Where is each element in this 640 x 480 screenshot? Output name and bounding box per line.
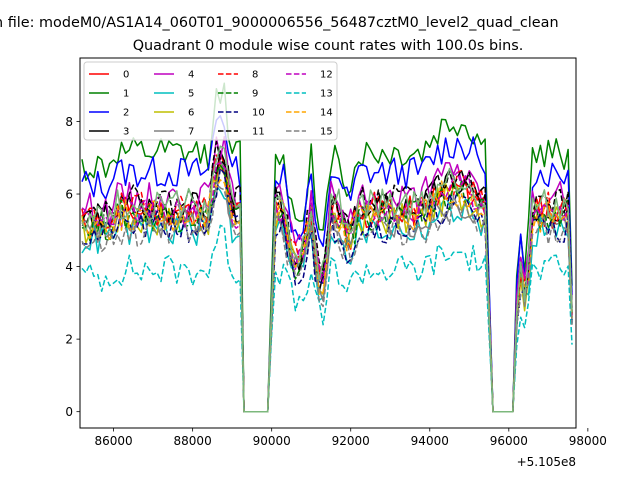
legend-label-13: 13 <box>320 89 333 100</box>
legend-label-8: 8 <box>252 70 258 81</box>
y-tick-label: 6 <box>65 188 73 202</box>
x-tick-label: 94000 <box>411 434 449 448</box>
y-tick-label: 0 <box>65 405 73 419</box>
x-axis: 86000 88000 90000 92000 94000 96000 98000 <box>94 428 607 448</box>
legend-label-0: 0 <box>123 70 129 81</box>
series-line-11 <box>81 141 573 413</box>
x-tick-label: 96000 <box>490 434 528 448</box>
series-layer <box>81 82 573 413</box>
series-line-extra <box>81 145 573 413</box>
axes-frame <box>79 57 577 429</box>
x-offset-label: +5.105e8 <box>517 455 576 469</box>
figure-suptitle: n file: modeM0/AS1A14_060T01_9000006556_… <box>0 15 559 31</box>
x-tick-label: 88000 <box>174 434 212 448</box>
chart-title: Quadrant 0 module wise count rates with … <box>133 38 524 54</box>
x-tick-label: 98000 <box>569 434 607 448</box>
legend-label-10: 10 <box>252 108 265 119</box>
y-tick-label: 8 <box>65 115 73 129</box>
x-tick-label: 86000 <box>94 434 132 448</box>
legend-label-11: 11 <box>252 127 265 138</box>
y-axis: 0 2 4 6 8 <box>65 115 80 419</box>
legend-label-4: 4 <box>188 70 194 81</box>
legend-label-12: 12 <box>320 70 333 81</box>
x-tick-label: 90000 <box>253 434 291 448</box>
legend-label-1: 1 <box>123 89 129 100</box>
legend-label-3: 3 <box>123 127 129 138</box>
legend-label-2: 2 <box>123 108 129 119</box>
legend-label-7: 7 <box>188 127 194 138</box>
x-tick-label: 92000 <box>332 434 370 448</box>
legend-label-9: 9 <box>252 89 258 100</box>
legend-label-5: 5 <box>188 89 194 100</box>
legend-label-15: 15 <box>320 127 333 138</box>
legend-label-14: 14 <box>320 108 333 119</box>
legend-box <box>83 61 338 141</box>
y-tick-label: 2 <box>65 333 73 347</box>
legend-label-6: 6 <box>188 108 194 119</box>
y-tick-label: 4 <box>65 260 73 274</box>
